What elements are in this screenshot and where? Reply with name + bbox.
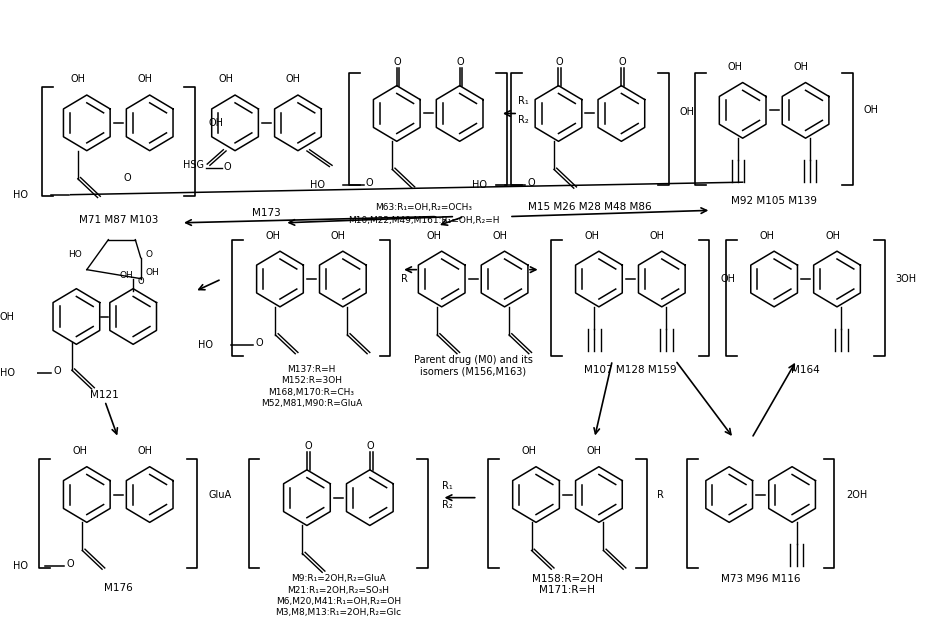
Text: M9:R₁=2OH,R₂=GluA: M9:R₁=2OH,R₂=GluA (291, 574, 385, 584)
Text: OH: OH (585, 230, 599, 241)
Text: O: O (67, 560, 74, 570)
Text: OH: OH (728, 62, 743, 72)
Text: M10,M22,M49,M161:R₁=OH,R₂=H: M10,M22,M49,M161:R₁=OH,R₂=H (348, 216, 499, 225)
Text: OH: OH (793, 62, 808, 72)
Text: OH: OH (720, 274, 735, 284)
Text: M15 M26 M28 M48 M86: M15 M26 M28 M48 M86 (528, 202, 651, 212)
Text: O: O (457, 57, 464, 67)
Text: 2OH: 2OH (846, 489, 868, 499)
Text: M168,M170:R=CH₃: M168,M170:R=CH₃ (269, 387, 354, 397)
Text: OH: OH (864, 105, 879, 115)
Text: M107 M128 M159: M107 M128 M159 (584, 365, 677, 375)
Text: OH: OH (331, 230, 346, 241)
Text: O: O (224, 161, 231, 172)
Text: HO: HO (13, 190, 28, 199)
Text: HSG: HSG (182, 160, 204, 170)
Text: M158:R=2OH: M158:R=2OH (532, 574, 603, 584)
Text: M71 M87 M103: M71 M87 M103 (79, 215, 158, 225)
Text: HO: HO (197, 340, 212, 349)
Text: O: O (145, 250, 152, 259)
Text: O: O (527, 179, 536, 189)
Text: M173: M173 (252, 208, 281, 218)
Text: M6,M20,M41:R₁=OH,R₂=OH: M6,M20,M41:R₁=OH,R₂=OH (275, 597, 401, 606)
Text: R₁: R₁ (518, 96, 529, 106)
Text: O: O (366, 179, 373, 189)
Text: O: O (367, 441, 374, 451)
Text: R₂: R₂ (518, 115, 529, 125)
Text: OH: OH (137, 446, 152, 456)
Text: R₂: R₂ (442, 500, 452, 510)
Text: OH: OH (587, 446, 602, 456)
Text: OH: OH (137, 75, 152, 84)
Text: OH: OH (208, 118, 223, 128)
Text: M121: M121 (90, 389, 119, 399)
Text: OH: OH (522, 446, 537, 456)
Text: O: O (256, 338, 263, 348)
Text: HO: HO (13, 561, 28, 572)
Text: M176: M176 (103, 583, 133, 593)
Text: OH: OH (0, 311, 15, 322)
Text: HO: HO (310, 180, 325, 191)
Text: R₁: R₁ (442, 482, 452, 491)
Text: OH: OH (145, 268, 159, 277)
Text: M52,M81,M90:R=GluA: M52,M81,M90:R=GluA (260, 399, 362, 408)
Text: Parent drug (M0) and its: Parent drug (M0) and its (414, 355, 533, 365)
Text: OH: OH (825, 230, 840, 241)
Text: O: O (394, 57, 401, 67)
Text: M164: M164 (791, 365, 820, 375)
Text: isomers (M156,M163): isomers (M156,M163) (420, 367, 526, 377)
Text: O: O (123, 173, 131, 183)
Text: M137:R=H: M137:R=H (288, 365, 336, 374)
Text: OH: OH (650, 230, 665, 241)
Text: OH: OH (493, 230, 508, 241)
Text: OH: OH (119, 271, 133, 280)
Text: OH: OH (219, 75, 233, 84)
Text: O: O (304, 441, 312, 451)
Text: 3OH: 3OH (896, 274, 916, 284)
Text: HO: HO (472, 180, 487, 191)
Text: OH: OH (70, 75, 86, 84)
Text: HO: HO (0, 368, 15, 378)
Text: O: O (556, 57, 563, 67)
Text: OH: OH (760, 230, 775, 241)
Text: M171:R=H: M171:R=H (540, 585, 595, 595)
Text: M92 M105 M139: M92 M105 M139 (731, 196, 817, 206)
Text: M63:R₁=OH,R₂=OCH₃: M63:R₁=OH,R₂=OCH₃ (375, 203, 472, 211)
Text: M21:R₁=2OH,R₂=SO₃H: M21:R₁=2OH,R₂=SO₃H (288, 586, 389, 594)
Text: M73 M96 M116: M73 M96 M116 (721, 574, 800, 584)
Text: OH: OH (265, 230, 280, 241)
Text: OH: OH (427, 230, 442, 241)
Text: OH: OH (286, 75, 301, 84)
Text: R: R (401, 274, 408, 284)
Text: M152:R=3OH: M152:R=3OH (281, 377, 342, 385)
Text: R: R (657, 489, 665, 499)
Text: OH: OH (72, 446, 87, 456)
Text: HO: HO (69, 250, 83, 259)
Text: M3,M8,M13:R₁=2OH,R₂=Glc: M3,M8,M13:R₁=2OH,R₂=Glc (275, 608, 401, 617)
Text: O: O (137, 277, 144, 286)
Text: O: O (54, 366, 61, 376)
Text: O: O (619, 57, 626, 67)
Text: GluA: GluA (208, 489, 231, 499)
Text: OH: OH (680, 106, 695, 116)
